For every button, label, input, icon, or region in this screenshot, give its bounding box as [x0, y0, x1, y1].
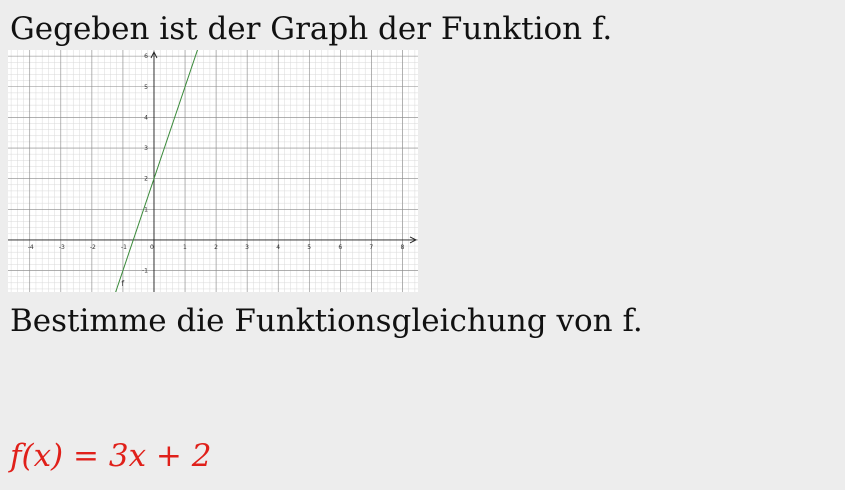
x-tick-label: 5 — [307, 244, 311, 251]
series-layer: f — [115, 50, 198, 292]
x-tick-label: 0 — [150, 244, 154, 251]
answer-equals: = — [73, 438, 99, 474]
x-axis-arrow — [409, 236, 418, 244]
y-axis-arrow — [150, 50, 158, 59]
answer-rhs: 3x + 2 — [108, 438, 212, 474]
x-tick-label: 6 — [338, 244, 342, 251]
x-tick-label: -2 — [90, 244, 96, 251]
x-tick-label: -3 — [59, 244, 65, 251]
axes — [8, 50, 418, 292]
x-tick-label: 3 — [245, 244, 249, 251]
y-tick-label: 5 — [144, 84, 148, 91]
major-grid — [8, 50, 418, 292]
x-tick-label: -4 — [28, 244, 34, 251]
series-label-f: f — [121, 279, 124, 288]
y-tick-label: 2 — [144, 176, 148, 183]
answer-lhs: f(x) — [10, 438, 64, 474]
y-tick-label: 4 — [144, 114, 148, 121]
x-tick-label: 8 — [400, 244, 404, 251]
minor-grid — [8, 50, 418, 292]
x-tick-label: 7 — [369, 244, 373, 251]
y-tick-label: 6 — [144, 53, 148, 60]
y-tick-label: -1 — [142, 268, 148, 275]
y-tick-label: 3 — [144, 145, 148, 152]
x-tick-label: -1 — [121, 244, 127, 251]
x-tick-label: 4 — [276, 244, 280, 251]
graph-canvas: -4 -3 -2 -1 0 1 2 3 4 5 6 7 8 -1 1 2 3 4 5 6 f — [8, 50, 418, 292]
function-graph: -4 -3 -2 -1 0 1 2 3 4 5 6 7 8 -1 1 2 3 4 5 6 f — [8, 50, 418, 292]
tick-labels: -4 -3 -2 -1 0 1 2 3 4 5 6 7 8 -1 1 2 3 4 5 6 — [28, 53, 405, 274]
x-tick-label: 1 — [183, 244, 187, 251]
task-text: Bestimme die Funktionsgleichung von f. — [10, 303, 643, 339]
answer-equation: f(x) = 3x + 2 — [10, 441, 211, 472]
x-tick-label: 2 — [214, 244, 218, 251]
intro-text: Gegeben ist der Graph der Funktion f. — [10, 11, 613, 47]
y-tick-label: 1 — [144, 206, 148, 213]
series-line-f — [115, 50, 198, 292]
